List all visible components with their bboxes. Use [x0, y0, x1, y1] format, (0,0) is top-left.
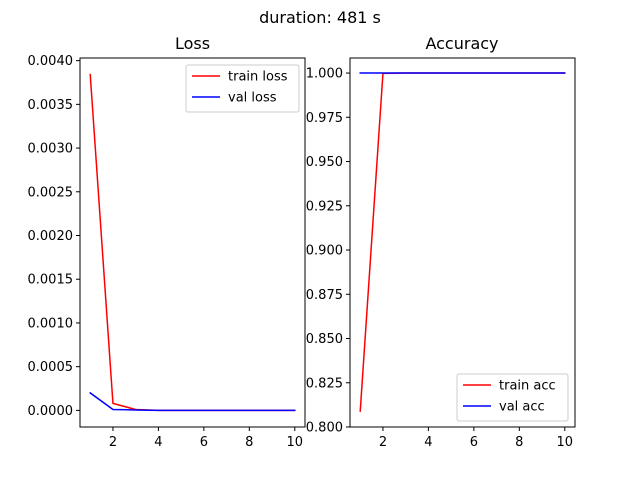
accuracy-legend-label: val acc: [499, 400, 545, 415]
accuracy-ytick-label: 0.925: [306, 199, 343, 214]
accuracy-xtick-label: 8: [515, 435, 523, 450]
accuracy-ytick-label: 0.800: [306, 421, 343, 436]
loss-series-val-loss: [89, 391, 296, 412]
accuracy-ytick-label: 0.875: [306, 288, 343, 303]
loss-ytick-label: 0.0015: [28, 273, 74, 288]
loss-xtick-label: 2: [109, 435, 117, 450]
loss-xtick-label: 10: [286, 435, 303, 450]
loss-panel-title: Loss: [175, 34, 210, 53]
accuracy-ytick-label: 0.850: [306, 332, 343, 347]
accuracy-legend-label: train acc: [499, 379, 556, 394]
accuracy-xtick-label: 10: [556, 435, 573, 450]
accuracy-ytick-label: 0.900: [306, 244, 343, 259]
accuracy-axes-frame: [349, 57, 576, 428]
loss-ytick-label: 0.0040: [28, 54, 74, 69]
loss-legend: train loss val loss: [185, 64, 300, 113]
loss-ytick-label: 0.0030: [28, 142, 74, 157]
accuracy-ytick-label: 0.825: [306, 376, 343, 391]
accuracy-ytick-label: 0.975: [306, 111, 343, 126]
accuracy-xtick-label: 6: [470, 435, 478, 450]
accuracy-xtick-label: 4: [424, 435, 432, 450]
loss-axes-frame: [79, 57, 306, 428]
loss-legend-label: train loss: [228, 70, 288, 85]
loss-xtick-label: 4: [154, 435, 162, 450]
loss-xtick-label: 6: [200, 435, 208, 450]
accuracy-legend: train acc val acc: [456, 373, 569, 422]
accuracy-xtick-label: 2: [379, 435, 387, 450]
accuracy-ytick-label: 0.950: [306, 155, 343, 170]
loss-ytick-label: 0.0000: [28, 404, 74, 419]
loss-ytick-label: 0.0010: [28, 316, 74, 331]
figure-suptitle: duration: 481 s: [259, 8, 381, 27]
accuracy-panel-title: Accuracy: [425, 34, 498, 53]
loss-ytick-label: 0.0020: [28, 229, 74, 244]
loss-ytick-label: 0.0025: [28, 185, 74, 200]
loss-xtick-label: 8: [245, 435, 253, 450]
loss-legend-label: val loss: [228, 91, 277, 106]
accuracy-panel: Accuracy 2 4 6 8 10 0.800 0.825 0.850 0.875 0.900…: [306, 34, 576, 450]
loss-ytick-label: 0.0005: [28, 360, 74, 375]
loss-ytick-label: 0.0035: [28, 98, 74, 113]
accuracy-ytick-label: 1.000: [306, 67, 343, 82]
loss-panel: Loss 2 4 6 8 10 0.0000 0.0005 0.0010 0.0015 0.002…: [28, 34, 306, 450]
